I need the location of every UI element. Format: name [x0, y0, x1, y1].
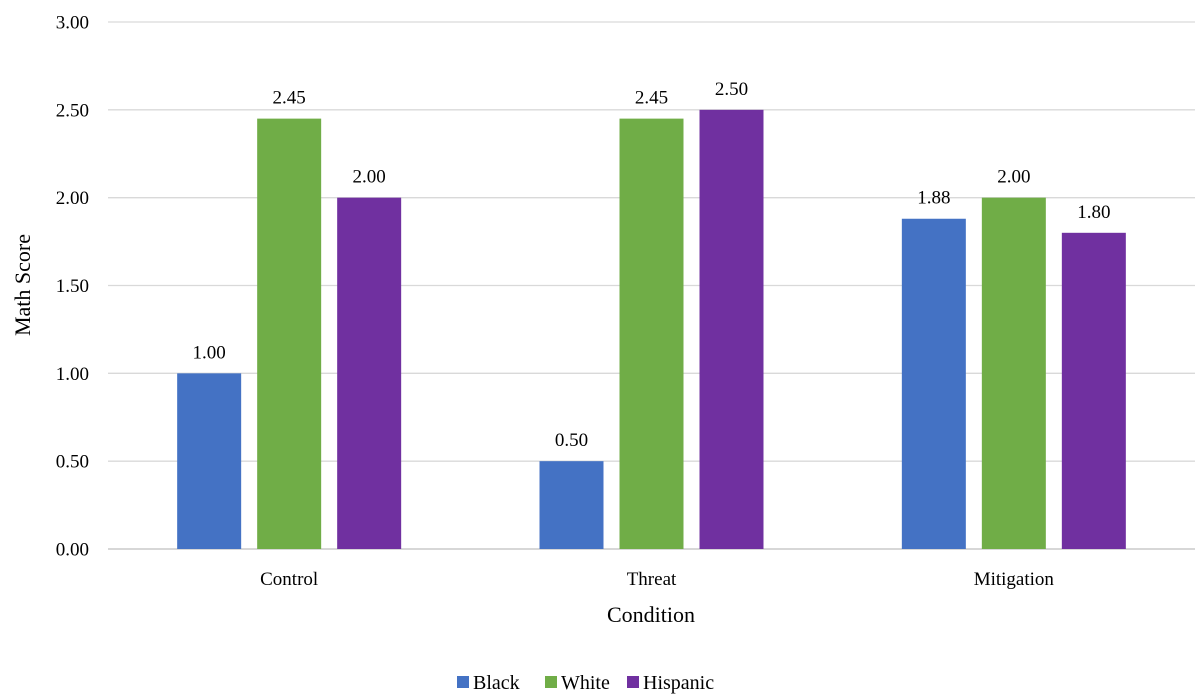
bar-black-threat [539, 461, 604, 549]
bar-white-mitigation [981, 197, 1046, 549]
y-axis-tick-labels: 0.00 0.50 1.00 1.50 2.00 2.50 3.00 [56, 13, 89, 561]
data-label: 2.00 [997, 167, 1030, 188]
data-label: 1.00 [193, 342, 226, 363]
data-label: 1.88 [917, 188, 950, 209]
y-tick-label: 2.50 [56, 100, 89, 121]
legend-label-black: Black [473, 672, 520, 694]
bar-black-mitigation [901, 218, 966, 549]
y-tick-label: 2.00 [56, 188, 89, 209]
bars [177, 109, 1126, 550]
y-axis-title: Math Score [10, 234, 35, 336]
bar-hispanic-threat [699, 109, 764, 549]
bar-black-control [177, 373, 242, 549]
data-label: 2.45 [635, 88, 668, 109]
legend-label-white: White [561, 672, 610, 694]
bar-white-control [257, 118, 322, 549]
legend-swatch-hispanic [627, 676, 639, 688]
x-tick-label: Control [260, 569, 318, 590]
data-label: 2.50 [715, 79, 748, 100]
legend-swatch-white [545, 676, 557, 688]
bar-white-threat [619, 118, 684, 549]
bar-hispanic-control [337, 197, 402, 549]
x-tick-label: Threat [627, 569, 677, 590]
data-label: 1.80 [1077, 202, 1110, 223]
data-label: 2.45 [273, 88, 306, 109]
x-axis-tick-labels: Control Threat Mitigation [260, 569, 1054, 590]
data-labels: 1.00 2.45 2.00 0.50 2.45 2.50 1.88 2.00 1.80 [193, 79, 1111, 451]
legend: Black White Hispanic [457, 672, 714, 694]
x-axis-title: Condition [607, 602, 695, 627]
legend-label-hispanic: Hispanic [643, 672, 714, 694]
y-tick-label: 3.00 [56, 13, 89, 34]
y-tick-label: 0.00 [56, 540, 89, 561]
data-label: 0.50 [555, 430, 588, 451]
legend-swatch-black [457, 676, 469, 688]
y-tick-label: 0.50 [56, 452, 89, 473]
x-tick-label: Mitigation [974, 569, 1055, 590]
y-tick-label: 1.50 [56, 276, 89, 297]
data-label: 2.00 [353, 167, 386, 188]
y-tick-label: 1.00 [56, 364, 89, 385]
bar-hispanic-mitigation [1061, 232, 1126, 550]
